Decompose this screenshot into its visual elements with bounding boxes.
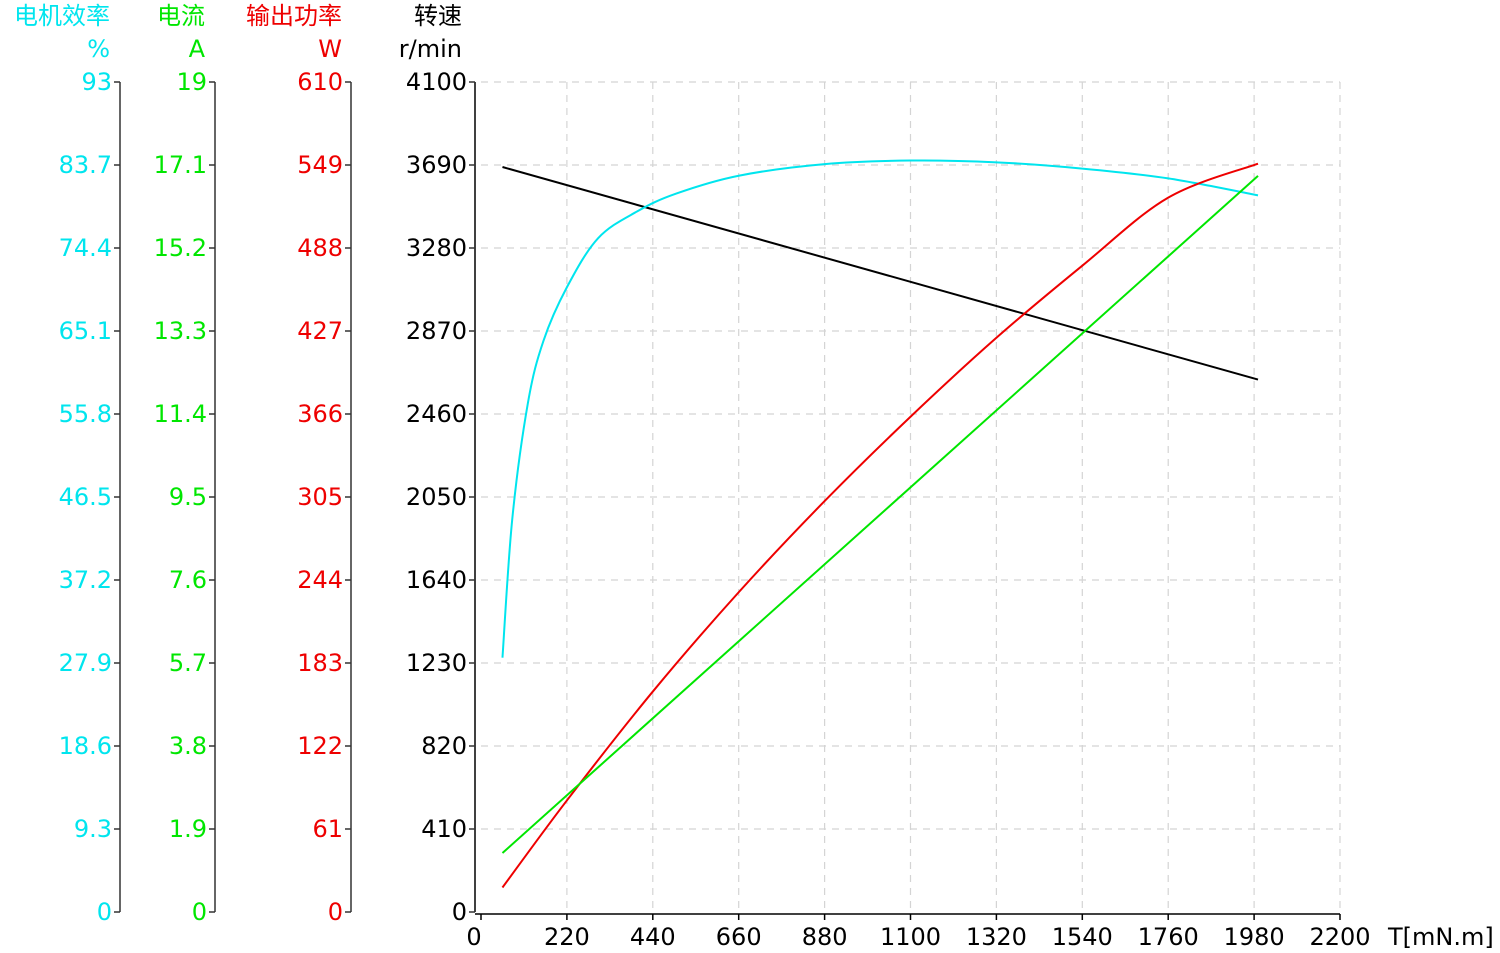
power-tick-label: 244 (297, 566, 343, 594)
speed-tick-label: 410 (421, 815, 467, 843)
power-tick-label: 61 (312, 815, 343, 843)
efficiency-tick-label: 93 (81, 68, 112, 96)
current-axis-title: 电流 (157, 2, 205, 30)
speed-tick-label: 4100 (406, 68, 467, 96)
x-tick-label: 1100 (880, 923, 941, 951)
power-tick-label: 427 (297, 317, 343, 345)
speed-series-line (502, 166, 1259, 381)
current-tick-label: 3.8 (169, 732, 207, 760)
x-tick-label: 440 (630, 923, 676, 951)
speed-tick-label: 1640 (406, 566, 467, 594)
x-tick-label: 2200 (1309, 923, 1370, 951)
x-tick-label: 880 (802, 923, 848, 951)
x-tick-label: 1980 (1224, 923, 1285, 951)
speed-axis-unit: r/min (399, 35, 462, 63)
power-axis-title: 输出功率 (246, 2, 342, 30)
power-tick-label: 366 (297, 400, 343, 428)
x-tick-label: 1320 (966, 923, 1027, 951)
power-tick-label: 549 (297, 151, 343, 179)
efficiency-tick-label: 83.7 (59, 151, 112, 179)
current-tick-label: 5.7 (169, 649, 207, 677)
current-tick-label: 1.9 (169, 815, 207, 843)
speed-tick-label: 3280 (406, 234, 467, 262)
current-tick-label: 19 (176, 68, 207, 96)
power-series-line (501, 162, 1259, 889)
current-tick-label: 7.6 (169, 566, 207, 594)
efficiency-axis-unit: % (87, 35, 110, 63)
efficiency-tick-label: 37.2 (59, 566, 112, 594)
power-tick-label: 183 (297, 649, 343, 677)
current-tick-label: 13.3 (154, 317, 207, 345)
speed-axis-title: 转速 (414, 2, 462, 30)
power-tick-label: 610 (297, 68, 343, 96)
x-tick-label: 220 (544, 923, 590, 951)
current-tick-label: 17.1 (154, 151, 207, 179)
efficiency-tick-label: 18.6 (59, 732, 112, 760)
efficiency-series-line (501, 159, 1259, 658)
efficiency-tick-label: 9.3 (74, 815, 112, 843)
x-tick-label: 660 (716, 923, 762, 951)
efficiency-tick-label: 46.5 (59, 483, 112, 511)
power-tick-label: 305 (297, 483, 343, 511)
current-series-line (501, 175, 1259, 854)
x-tick-label: 0 (466, 923, 481, 951)
efficiency-tick-label: 55.8 (59, 400, 112, 428)
efficiency-tick-label: 65.1 (59, 317, 112, 345)
power-tick-label: 488 (297, 234, 343, 262)
current-tick-label: 15.2 (154, 234, 207, 262)
x-axis-title: T[mN.m] (1387, 923, 1494, 951)
efficiency-tick-label: 0 (97, 898, 112, 926)
speed-tick-label: 820 (421, 732, 467, 760)
power-tick-label: 0 (328, 898, 343, 926)
speed-tick-label: 2050 (406, 483, 467, 511)
efficiency-axis-title: 电机效率 (14, 2, 110, 30)
current-tick-label: 9.5 (169, 483, 207, 511)
current-tick-label: 0 (192, 898, 207, 926)
current-tick-label: 11.4 (154, 400, 207, 428)
speed-tick-label: 0 (452, 898, 467, 926)
x-tick-label: 1760 (1138, 923, 1199, 951)
speed-tick-label: 3690 (406, 151, 467, 179)
x-tick-label: 1540 (1052, 923, 1113, 951)
efficiency-tick-label: 27.9 (59, 649, 112, 677)
power-tick-label: 122 (297, 732, 343, 760)
current-axis-unit: A (189, 35, 206, 63)
efficiency-tick-label: 74.4 (59, 234, 112, 262)
power-axis-unit: W (318, 35, 342, 63)
speed-tick-label: 1230 (406, 649, 467, 677)
speed-tick-label: 2460 (406, 400, 467, 428)
speed-tick-label: 2870 (406, 317, 467, 345)
